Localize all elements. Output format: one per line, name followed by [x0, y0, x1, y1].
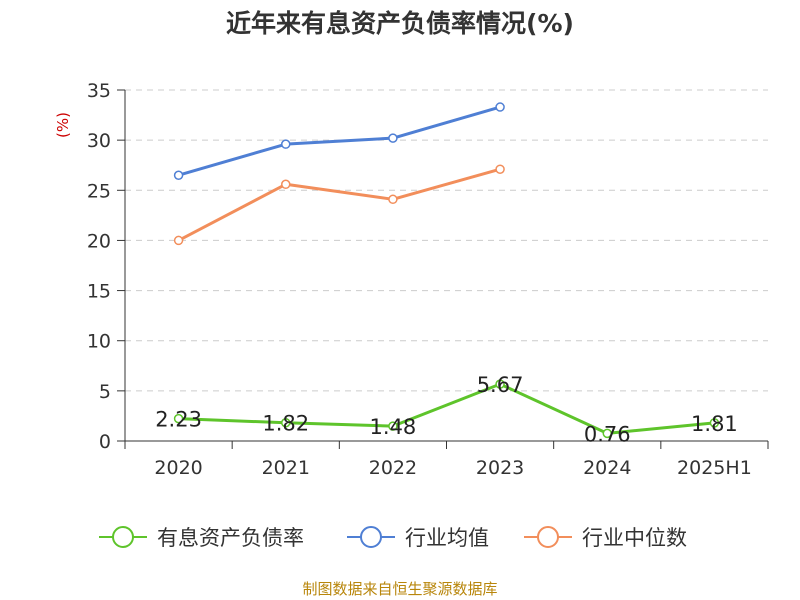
- data-point-1: [281, 139, 291, 149]
- legend-label-1[interactable]: 行业均值: [405, 526, 489, 550]
- series-line-0: [178, 382, 715, 435]
- source-note: 制图数据来自恒生聚源数据库: [302, 580, 498, 598]
- chart-title: 近年来有息资产负债率情况(%): [226, 9, 574, 38]
- legend-label-0[interactable]: 有息资产负债率: [157, 526, 304, 550]
- grid-layer: [125, 89, 768, 392]
- x-tick-label: 2021: [262, 457, 310, 479]
- series-line-1: [178, 105, 501, 177]
- data-point-1: [388, 133, 398, 143]
- data-label: 0.76: [584, 422, 631, 446]
- y-tick-label: 5: [99, 381, 111, 403]
- data-point-0: [709, 418, 720, 428]
- x-tick-label: 2022: [369, 457, 417, 479]
- data-point-2: [173, 235, 184, 246]
- data-label: 1.48: [370, 415, 417, 439]
- x-tick-label: 2020: [154, 457, 202, 479]
- y-tick-label: 25: [87, 180, 111, 202]
- legend-marker-1: [360, 526, 382, 548]
- label-layer: 2.23 1.82 1.48 5.67 0.76 1.81: [155, 373, 738, 446]
- y-tick-label: 20: [87, 230, 111, 252]
- data-point-2: [495, 164, 505, 174]
- y-tick-label: 15: [87, 281, 111, 303]
- x-tick-label: 2024: [583, 457, 631, 479]
- series-line-2: [177, 167, 501, 242]
- legend-label-2[interactable]: 行业中位数: [582, 526, 687, 550]
- legend-marker-2: [537, 526, 559, 548]
- data-point-0: [281, 417, 291, 428]
- legend-marker-0: [112, 526, 134, 548]
- data-label: 1.81: [691, 412, 738, 436]
- data-point-2: [388, 194, 398, 205]
- x-tick-label: 2023: [476, 457, 524, 479]
- data-label: 1.82: [262, 412, 309, 436]
- data-point-0: [388, 421, 398, 431]
- y-tick-label: 0: [99, 431, 111, 453]
- data-point-1: [495, 102, 505, 112]
- data-point-0: [495, 379, 505, 389]
- data-label: 2.23: [155, 408, 202, 432]
- data-point-0: [173, 413, 184, 424]
- legend[interactable]: 有息资产负债率 行业均值 行业中位数: [99, 526, 687, 550]
- data-point-1: [173, 170, 184, 180]
- y-tick-label: 30: [87, 130, 111, 152]
- data-point-2: [281, 179, 291, 190]
- x-tick-label: 2025H1: [677, 457, 752, 479]
- y-axis-unit-label: (%): [54, 112, 72, 138]
- y-tick-label: 35: [87, 80, 111, 102]
- series-layer: [173, 102, 720, 439]
- data-point-0: [602, 428, 612, 439]
- y-tick-label: 10: [87, 331, 111, 353]
- axis-layer: 0 5 10 15 20 25 30 35 2020 2021 2022 2023 2024 2025H1…: [54, 80, 769, 479]
- data-label: 5.67: [477, 373, 524, 397]
